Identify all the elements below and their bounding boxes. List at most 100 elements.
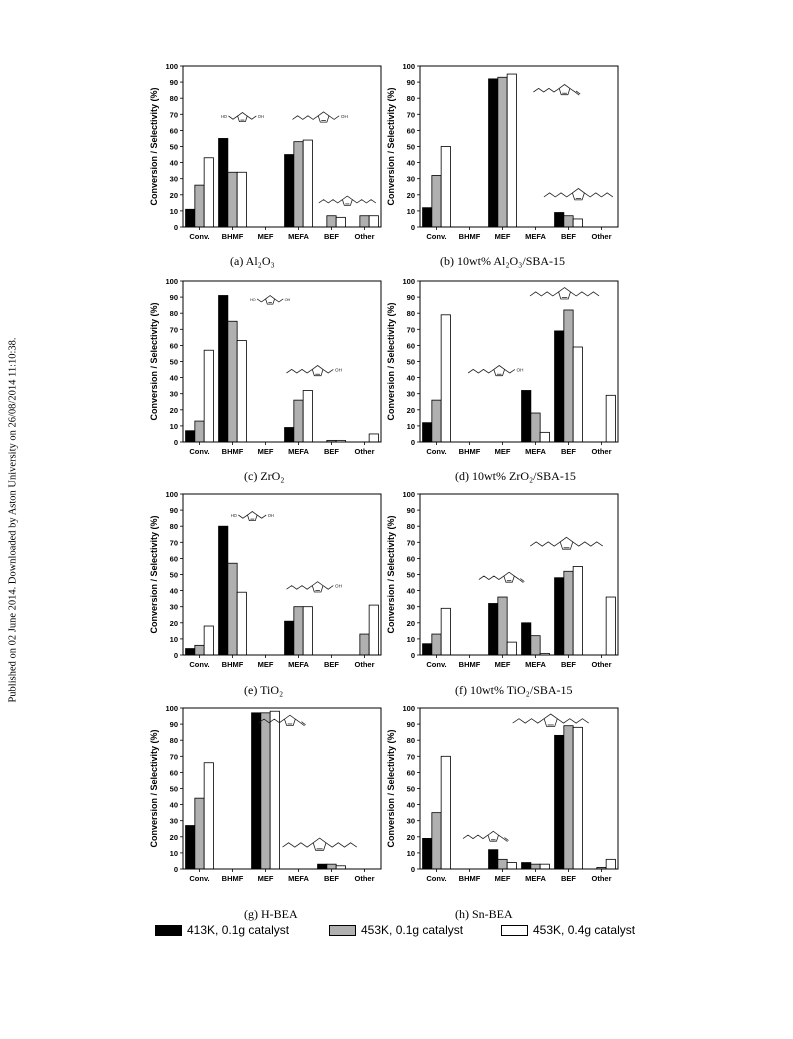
chemical-structure-bhmf: HO OH <box>250 295 291 305</box>
x-tick-label: MEF <box>258 874 274 883</box>
bar-mef-series-3 <box>506 641 517 656</box>
y-tick-label: 70 <box>407 752 415 761</box>
bar-mefa-series-2 <box>293 399 304 443</box>
chart-panel-f: 0 10 20 30 40 50 60 70 80 90 100 Conversion / Selec… <box>386 490 619 669</box>
plot-frame <box>182 280 382 443</box>
chart-panel-c: 0 10 20 30 40 50 60 70 80 90 100 Conversion / Selec… <box>149 277 382 456</box>
bar-bhmf-series-3 <box>236 171 247 228</box>
y-tick-label: 10 <box>407 422 415 431</box>
chemical-structure-bef <box>529 287 600 300</box>
y-tick-label: 40 <box>170 159 178 168</box>
bar-bhmf-series-1 <box>218 525 229 656</box>
x-tick-label: Other <box>591 447 611 456</box>
y-tick-label: 10 <box>407 207 415 216</box>
bar-chart-g: 0 10 20 30 40 50 60 70 80 90 100 Conversion / Selec… <box>149 704 382 883</box>
bar-conv-series-2 <box>194 797 205 870</box>
x-tick-label: Other <box>354 660 374 669</box>
bar-mef-series-2 <box>260 712 271 870</box>
y-tick-label: 100 <box>165 704 178 713</box>
y-tick-label: 70 <box>170 325 178 334</box>
y-tick-label: 40 <box>407 159 415 168</box>
bar-chart-c: 0 10 20 30 40 50 60 70 80 90 100 Conversion / Selec… <box>149 277 382 456</box>
y-tick-label: 60 <box>170 768 178 777</box>
bar-bef-series-2 <box>326 863 337 870</box>
x-tick-label: Conv. <box>189 660 209 669</box>
y-tick-label: 20 <box>407 191 415 200</box>
x-tick-label: MEFA <box>525 232 546 241</box>
bar-conv-series-1 <box>185 208 196 228</box>
chart-panel-e: 0 10 20 30 40 50 60 70 80 90 100 Conversion / Selec… <box>149 490 382 669</box>
bar-conv-series-1 <box>185 430 196 443</box>
bar-other-series-2 <box>359 215 370 228</box>
bar-mef-series-1 <box>488 603 499 656</box>
bar-conv-series-3 <box>203 762 214 870</box>
bar-mef-series-3 <box>269 710 280 870</box>
panel-caption-g: (g) H-BEA <box>244 907 298 921</box>
x-tick-label: BHMF <box>222 447 244 456</box>
x-tick-label: MEF <box>258 447 274 456</box>
bar-conv-series-2 <box>431 633 442 656</box>
bar-other-series-3 <box>605 858 616 870</box>
bar-other-series-3 <box>368 604 379 656</box>
y-tick-label: 100 <box>165 490 178 499</box>
y-tick-label: 70 <box>407 325 415 334</box>
bar-bef-series-3 <box>572 218 583 228</box>
y-axis-label: Conversion / Selectivity (%) <box>149 515 159 633</box>
bar-mef-series-1 <box>488 78 499 228</box>
y-tick-label: 10 <box>170 849 178 858</box>
chemical-structure-bhmf: HO OH <box>231 511 274 521</box>
chemical-structure-mef <box>258 714 306 727</box>
y-tick-label: 50 <box>407 358 415 367</box>
x-tick-label: MEFA <box>288 874 309 883</box>
y-tick-label: 50 <box>170 571 178 580</box>
x-tick-label: BEF <box>324 232 339 241</box>
x-tick-label: Conv. <box>426 660 446 669</box>
chemical-structure-mef <box>533 84 581 96</box>
chemical-structure-bhmf: HO OH <box>221 112 264 122</box>
legend-label: 413K, 0.1g catalyst <box>187 923 290 937</box>
bar-conv-series-2 <box>431 812 442 870</box>
plot-frame <box>419 707 619 870</box>
bar-bef-series-2 <box>563 215 574 228</box>
panel-caption-h: (h) Sn-BEA <box>455 907 513 921</box>
y-axis-label: Conversion / Selectivity (%) <box>149 87 159 205</box>
chemical-structure-bef <box>529 536 604 550</box>
legend-swatch-black <box>155 924 182 936</box>
x-tick-label: Other <box>591 232 611 241</box>
y-tick-label: 50 <box>170 785 178 794</box>
y-tick-label: 80 <box>170 522 178 531</box>
y-tick-label: 70 <box>170 110 178 119</box>
y-tick-label: 70 <box>407 110 415 119</box>
bar-conv-series-1 <box>422 422 433 443</box>
y-tick-label: 20 <box>407 833 415 842</box>
bar-mefa-series-2 <box>530 863 541 870</box>
x-tick-label: Conv. <box>189 874 209 883</box>
chart-panel-g: 0 10 20 30 40 50 60 70 80 90 100 Conversion / Selec… <box>149 704 382 883</box>
x-tick-label: MEF <box>258 232 274 241</box>
bar-bef-series-1 <box>554 212 565 228</box>
y-tick-label: 30 <box>407 817 415 826</box>
bar-mefa-series-3 <box>539 863 550 870</box>
structure-atom-label: OH <box>517 367 524 372</box>
x-tick-label: MEF <box>495 232 511 241</box>
bar-mefa-series-3 <box>302 606 313 656</box>
y-axis-label: Conversion / Selectivity (%) <box>386 729 396 847</box>
y-tick-label: 30 <box>170 603 178 612</box>
y-tick-label: 20 <box>407 406 415 415</box>
bar-bhmf-series-2 <box>227 320 238 443</box>
y-tick-label: 0 <box>174 865 178 874</box>
legend-item-453k-04g: 453K, 0.4g catalyst <box>501 923 635 937</box>
y-tick-label: 50 <box>407 143 415 152</box>
plot-frame <box>182 707 382 870</box>
y-tick-label: 0 <box>174 438 178 447</box>
y-tick-label: 20 <box>170 191 178 200</box>
y-tick-label: 30 <box>170 390 178 399</box>
bar-mefa-series-2 <box>530 635 541 656</box>
bar-conv-series-3 <box>203 349 214 443</box>
bar-bef-series-2 <box>326 215 337 228</box>
bar-conv-series-3 <box>440 607 451 656</box>
bar-other-series-3 <box>368 433 379 443</box>
y-tick-label: 80 <box>407 94 415 103</box>
y-tick-label: 10 <box>407 849 415 858</box>
bar-conv-series-2 <box>431 175 442 228</box>
